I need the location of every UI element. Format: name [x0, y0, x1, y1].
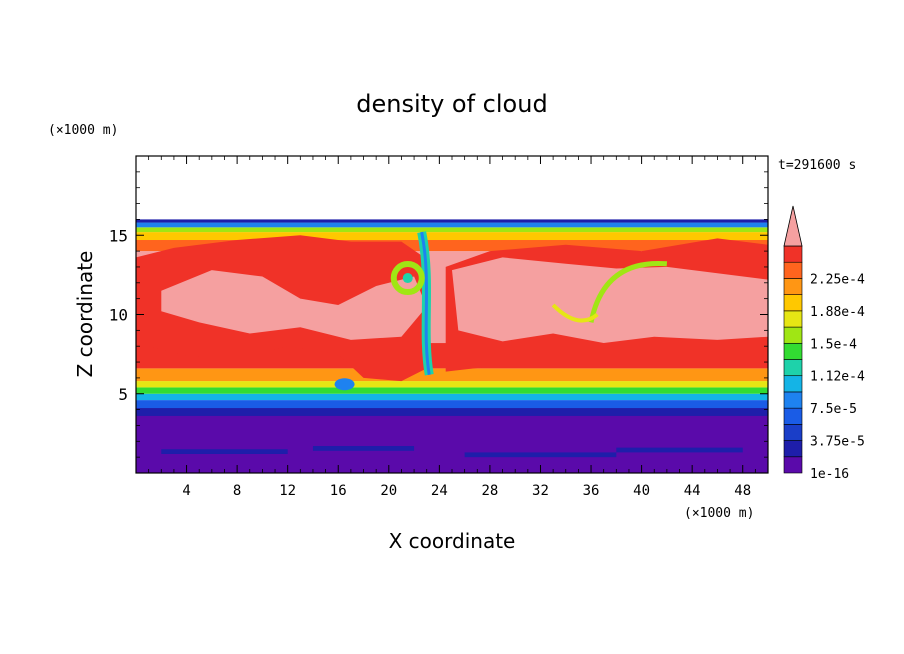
- field-band: [136, 393, 768, 401]
- colorbar-label: 3.75e-5: [810, 435, 865, 450]
- x-tick-label: 32: [532, 483, 549, 499]
- y-axis-label: Z coordinate: [73, 251, 97, 378]
- time-label: t=291600 s: [778, 158, 856, 173]
- field-yellow-tongue: [551, 303, 599, 323]
- field-vortex-core: [402, 273, 413, 284]
- x-tick-label: 36: [583, 483, 600, 499]
- colorbar-label: 7.5e-5: [810, 402, 857, 417]
- colorbar-swatch: [783, 294, 803, 312]
- colorbar-label: 1e-16: [810, 467, 849, 482]
- field-band: [136, 409, 768, 473]
- y-tick-label: 5: [118, 385, 128, 404]
- colorbar-swatch: [783, 261, 803, 279]
- field-band: [136, 240, 768, 252]
- y-axis-unit: (×1000 m): [48, 123, 118, 138]
- colorbar-swatch: [783, 310, 803, 328]
- x-tick-label: 24: [431, 483, 448, 499]
- field-streak: [464, 452, 617, 458]
- field-blue-column: [420, 231, 431, 375]
- x-tick-label: 28: [481, 483, 498, 499]
- colorbar-extend-arrow: [783, 205, 803, 247]
- colorbar-swatch: [783, 424, 803, 441]
- field-band: [136, 222, 768, 228]
- field-band: [136, 227, 768, 233]
- colorbar-label: 1.88e-4: [810, 305, 865, 320]
- field-vortex-ring: [390, 261, 425, 296]
- field-band: [136, 408, 768, 416]
- colorbar-swatch: [783, 359, 803, 377]
- x-tick-label: 12: [279, 483, 296, 499]
- colorbar-label: 2.25e-4: [810, 272, 865, 287]
- colorbar-swatch: [783, 278, 803, 295]
- field-streak: [312, 446, 415, 451]
- colorbar-swatch: [783, 407, 803, 425]
- field-streak: [161, 449, 288, 454]
- colorbar-swatch: [783, 245, 803, 263]
- chart-title: density of cloud: [356, 90, 547, 118]
- x-tick-label: 4: [182, 483, 190, 499]
- x-tick-label: 48: [734, 483, 751, 499]
- colorbar-swatch: [783, 456, 803, 474]
- density-field: [136, 219, 768, 473]
- field-green-tongue: [588, 260, 668, 323]
- field-band: [136, 400, 768, 409]
- field-pink-core: [161, 270, 427, 340]
- y-tick-label: 15: [109, 226, 128, 245]
- colorbar-swatch: [783, 391, 803, 409]
- x-axis-unit: (×1000 m): [684, 506, 754, 521]
- x-tick-label: 40: [633, 483, 650, 499]
- colorbar: 2.25e-4 1.88e-4 1.5e-4 1.12e-4 7.5e-5 3.75e-5…: [783, 205, 865, 482]
- field-band: [136, 219, 768, 223]
- y-tick-label: 10: [109, 306, 128, 325]
- field-pink-core: [452, 257, 768, 343]
- field-band: [136, 381, 768, 388]
- field-band: [136, 387, 768, 394]
- x-tick-label: 20: [380, 483, 397, 499]
- x-tick-label: 8: [233, 483, 241, 499]
- field-blue-pocket: [334, 378, 355, 391]
- colorbar-swatch: [783, 440, 803, 458]
- field-band: [136, 368, 768, 382]
- x-axis-label: X coordinate: [389, 529, 516, 553]
- field-band: [136, 232, 768, 241]
- colorbar-label: 1.5e-4: [810, 337, 857, 352]
- x-tick-label: 44: [684, 483, 701, 499]
- colorbar-swatch: [783, 326, 803, 344]
- colorbar-swatch: [783, 342, 803, 360]
- x-tick-label: 16: [330, 483, 347, 499]
- field-streak: [616, 447, 743, 453]
- colorbar-label: 1.12e-4: [810, 370, 865, 385]
- colorbar-swatch: [783, 375, 803, 393]
